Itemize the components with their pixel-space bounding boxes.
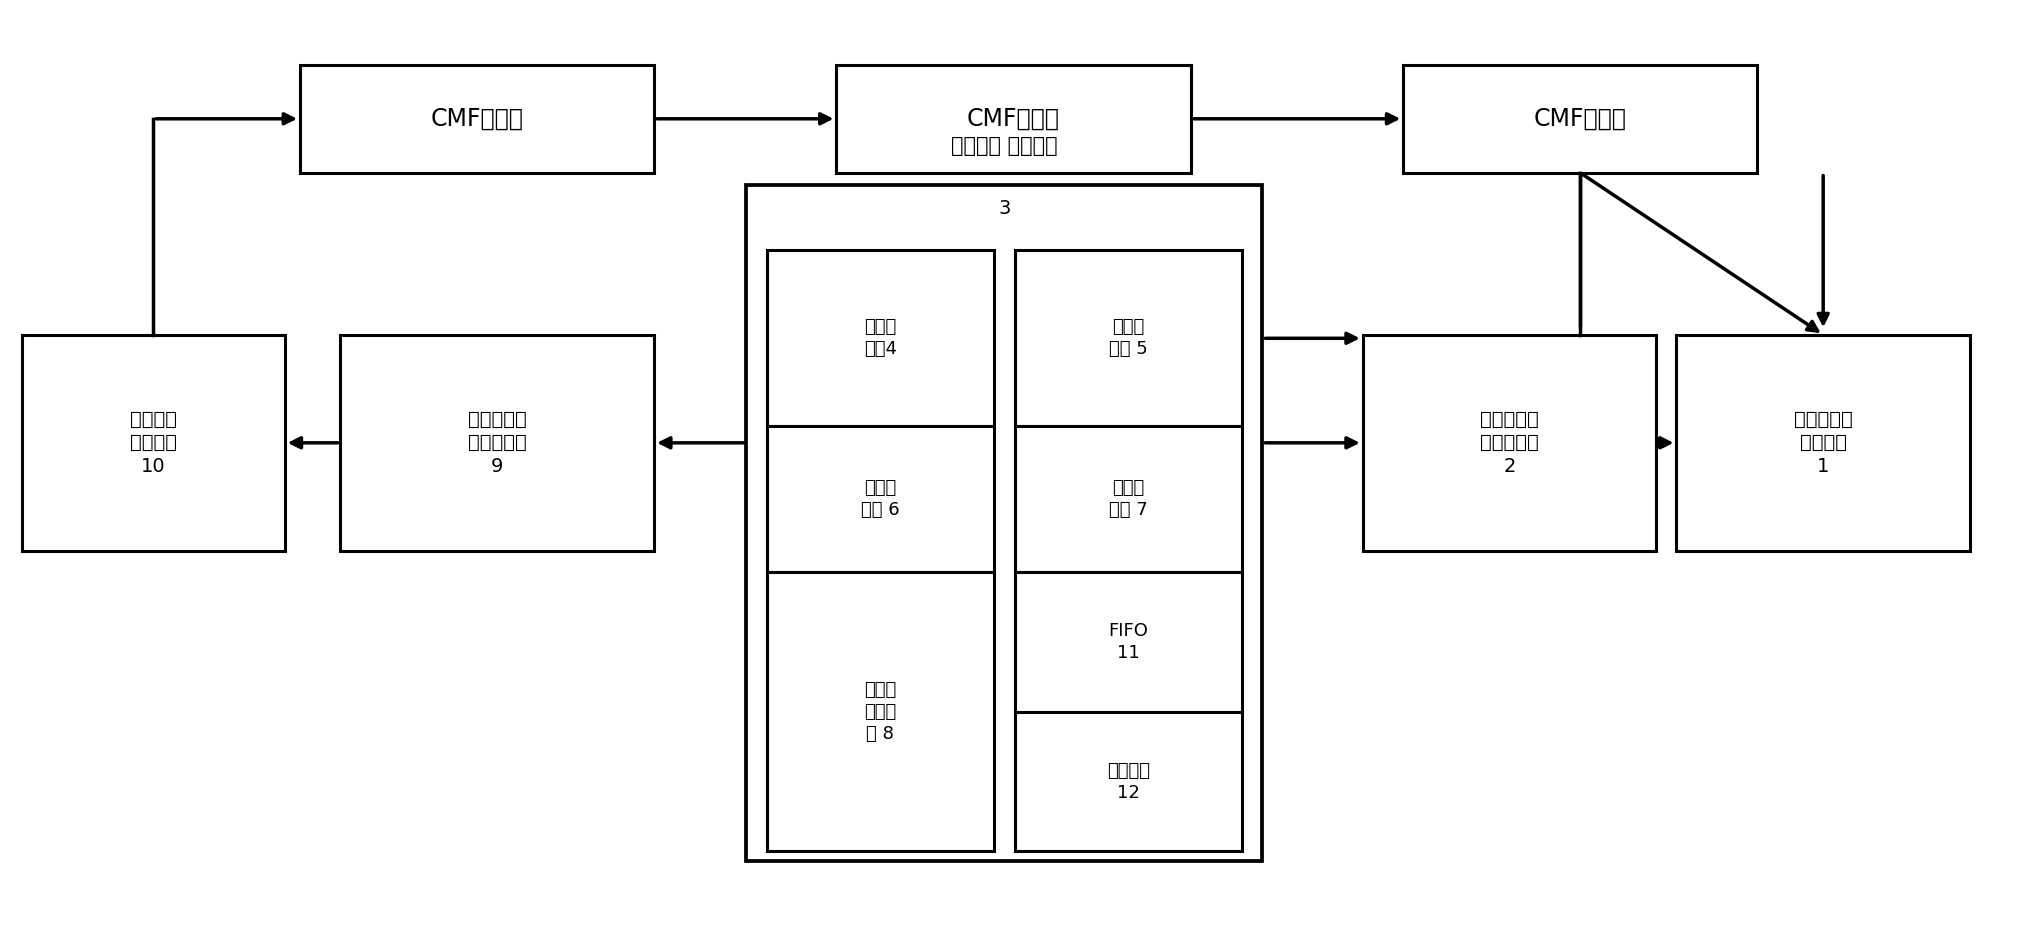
Text: CMF测量管: CMF测量管: [967, 106, 1060, 131]
Text: 模拟信号
放大电路
10: 模拟信号 放大电路 10: [130, 410, 176, 476]
Text: 数字模拟信
号转换电路
9: 数字模拟信 号转换电路 9: [468, 410, 527, 476]
Bar: [22, 334, 284, 551]
Bar: [1014, 573, 1243, 712]
Text: 数字滤
波器4: 数字滤 波器4: [864, 318, 896, 358]
Text: 信号检
测器 5: 信号检 测器 5: [1109, 318, 1147, 358]
Bar: [766, 427, 995, 573]
Text: 幅值控
制器 7: 幅值控 制器 7: [1109, 479, 1147, 519]
Bar: [1014, 251, 1243, 427]
Text: 模拟数字信
号转换电路
2: 模拟数字信 号转换电路 2: [1480, 410, 1538, 476]
Bar: [341, 334, 655, 551]
Text: CMF激励器: CMF激励器: [430, 106, 523, 131]
Text: 相位控
制器 6: 相位控 制器 6: [861, 479, 900, 519]
Bar: [746, 185, 1263, 861]
Bar: [1362, 334, 1656, 551]
Text: 3: 3: [997, 199, 1011, 218]
Text: CMF拾振器: CMF拾振器: [1534, 106, 1628, 131]
Bar: [1403, 65, 1757, 172]
Bar: [766, 251, 995, 427]
Bar: [1676, 334, 1970, 551]
Text: 数字信号 处理电路: 数字信号 处理电路: [951, 137, 1058, 156]
Text: FIFO
11: FIFO 11: [1109, 622, 1149, 662]
Bar: [1014, 712, 1243, 852]
Text: 时钟模块
12: 时钟模块 12: [1107, 761, 1149, 802]
Bar: [837, 65, 1190, 172]
Bar: [766, 573, 995, 852]
Bar: [300, 65, 655, 172]
Text: 模拟信号预
处理电路
1: 模拟信号预 处理电路 1: [1794, 410, 1853, 476]
Text: 正弦信
号发生
器 8: 正弦信 号发生 器 8: [864, 681, 896, 743]
Bar: [1014, 427, 1243, 573]
